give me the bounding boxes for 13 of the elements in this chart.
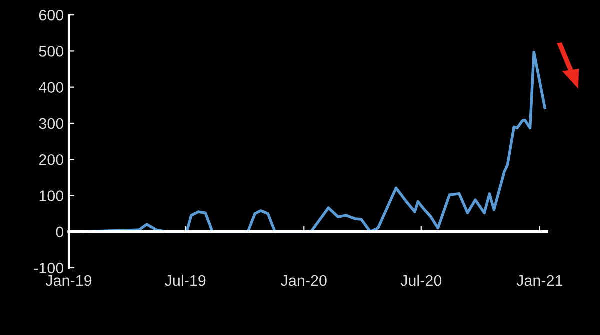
y-tick-label: -100 [34,262,64,274]
y-tick-label: 400 [39,82,64,94]
y-tick-label: 600 [39,10,64,21]
x-tick-label: Jan-20 [281,275,327,286]
x-tick-label: Jan-21 [516,275,563,286]
x-tick-label: Jul-20 [400,274,442,286]
y-tick-label: 0 [56,226,64,238]
y-tick-label: 500 [39,46,64,57]
x-tick-label: Jan-19 [46,275,92,286]
x-tick-label: Jul-19 [165,274,206,286]
y-tick-label: 200 [39,154,64,166]
y-tick-label: 300 [39,118,64,130]
y-tick-label: 100 [40,190,64,202]
